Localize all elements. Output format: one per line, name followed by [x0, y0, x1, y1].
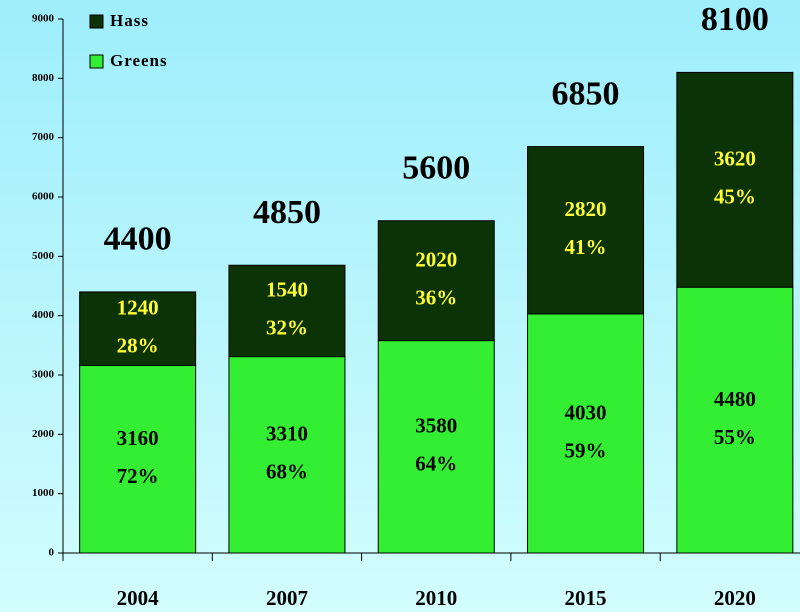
bar-segment	[228, 264, 346, 358]
value-label: 3580	[415, 414, 457, 438]
percent-label: 64%	[415, 452, 457, 476]
bar-segment	[676, 286, 794, 554]
total-label: 8100	[701, 1, 769, 38]
y-tick-label: 9000	[32, 13, 55, 25]
value-label: 4480	[714, 387, 756, 411]
value-label: 2020	[415, 247, 457, 271]
total-label: 5600	[402, 150, 470, 187]
bar-segment	[79, 291, 197, 367]
y-tick-label: 8000	[32, 72, 55, 84]
value-label: 2820	[565, 197, 607, 221]
y-tick-label: 3000	[32, 369, 55, 381]
percent-label: 59%	[565, 438, 607, 462]
y-tick-label: 0	[49, 547, 55, 559]
percent-label: 41%	[565, 235, 607, 259]
percent-label: 55%	[714, 425, 756, 449]
value-label: 3620	[714, 147, 756, 171]
total-label: 4400	[104, 221, 172, 258]
legend-swatch	[89, 54, 104, 69]
bar-segment	[228, 356, 346, 554]
total-label: 6850	[552, 75, 620, 112]
bar-segment	[377, 220, 495, 342]
y-tick-label: 4000	[32, 309, 55, 321]
y-tick-label: 1000	[32, 487, 55, 499]
percent-label: 68%	[266, 460, 308, 484]
x-tick-label: 2010	[415, 586, 457, 610]
legend-label: Greens	[110, 51, 168, 70]
value-label: 3160	[117, 426, 159, 450]
total-label: 4850	[253, 194, 321, 231]
y-tick-label: 6000	[32, 191, 55, 203]
bar-segment	[79, 365, 197, 554]
y-tick-label: 7000	[32, 131, 55, 143]
percent-label: 45%	[714, 185, 756, 209]
y-tick-label: 2000	[32, 428, 55, 440]
y-tick-label: 5000	[32, 250, 55, 262]
legend-swatch	[89, 14, 104, 29]
value-label: 4030	[565, 400, 607, 424]
bar-segment	[527, 313, 645, 554]
x-tick-label: 2015	[565, 586, 607, 610]
bar-segment	[377, 340, 495, 554]
value-label: 1240	[117, 296, 159, 320]
x-tick-label: 2004	[117, 586, 160, 610]
value-label: 1540	[266, 278, 308, 302]
percent-label: 32%	[266, 316, 308, 340]
value-label: 3310	[266, 422, 308, 446]
percent-label: 36%	[415, 285, 457, 309]
legend-label: Hass	[110, 11, 149, 30]
percent-label: 72%	[117, 464, 159, 488]
bar-segment	[527, 146, 645, 315]
x-tick-label: 2020	[714, 586, 756, 610]
percent-label: 28%	[117, 334, 159, 358]
bar-segment	[676, 71, 794, 288]
x-tick-label: 2007	[266, 586, 308, 610]
